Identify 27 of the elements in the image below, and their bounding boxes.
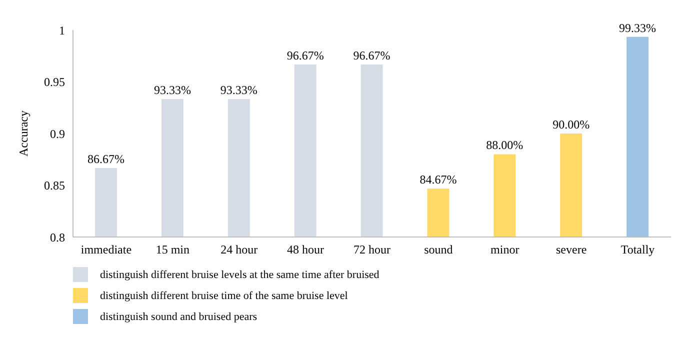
x-tick-label: minor — [490, 242, 520, 257]
data-label: 96.67% — [353, 48, 390, 62]
data-label: 90.00% — [552, 118, 590, 132]
legend-label: distinguish different bruise time of the same bruise level — [100, 290, 348, 302]
data-label: 96.67% — [286, 48, 324, 62]
data-label: 84.67% — [420, 172, 457, 187]
x-tick-label: Totally — [620, 242, 655, 257]
data-label: 86.67% — [88, 152, 124, 166]
legend-label: distinguish different bruise levels at the same time after bruised — [100, 268, 380, 280]
x-tick-label: severe — [556, 242, 587, 257]
x-tick-label: immediate — [80, 242, 132, 257]
data-label: 93.33% — [154, 83, 191, 98]
y-tick-label: 0.85 — [44, 178, 65, 193]
legend-label: distinguish sound and bruised pears — [100, 310, 258, 322]
data-label: 88.00% — [486, 138, 524, 152]
y-axis-title: Accuracy — [16, 110, 30, 156]
y-tick-label: 1 — [59, 23, 65, 38]
data-label: 99.33% — [619, 20, 656, 35]
y-tick-label: 0.8 — [50, 230, 65, 244]
y-tick-label: 0.95 — [44, 75, 65, 90]
y-tick-label: 0.9 — [50, 126, 65, 141]
x-tick-label: sound — [424, 242, 453, 257]
x-tick-label: 15 min — [156, 242, 190, 257]
x-tick-label: 72 hour — [354, 242, 390, 257]
x-tick-label: 24 hour — [220, 242, 258, 257]
data-label: 93.33% — [220, 83, 258, 98]
x-tick-label: 48 hour — [287, 242, 324, 257]
